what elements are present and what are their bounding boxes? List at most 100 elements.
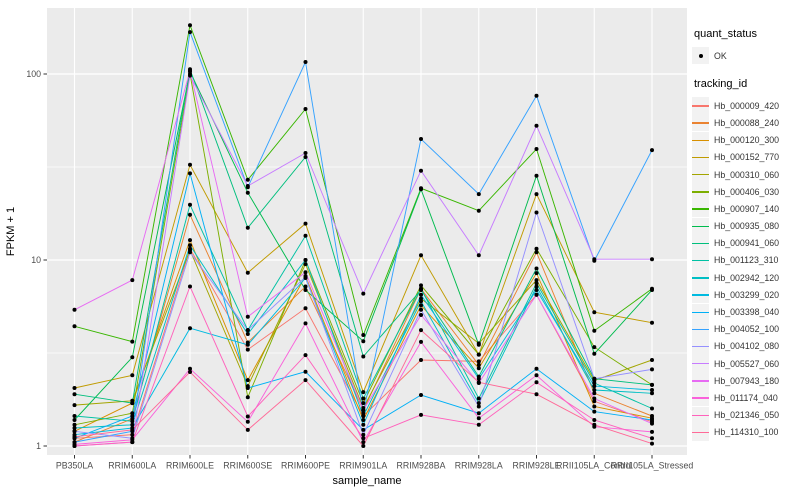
legend-key-line-icon	[692, 311, 709, 313]
data-point	[188, 30, 192, 35]
data-point	[361, 390, 366, 395]
legend-item-Hb_021346_050: Hb_021346_050	[692, 406, 798, 424]
legend-key-swatch	[692, 148, 709, 166]
data-point	[476, 404, 481, 409]
legend-key-line-icon	[692, 156, 709, 159]
legend-label: Hb_004052_100	[714, 324, 780, 335]
data-point	[72, 422, 77, 427]
data-point	[303, 60, 308, 64]
data-point	[476, 422, 481, 427]
legend-key-line-icon	[692, 208, 709, 210]
legend-item-Hb_004052_100: Hb_004052_100	[692, 320, 798, 338]
data-point	[188, 243, 192, 248]
data-point	[303, 369, 308, 374]
data-point	[592, 351, 597, 356]
data-point	[245, 190, 250, 195]
legend-label: Hb_021346_050	[714, 410, 780, 421]
data-point	[534, 192, 539, 197]
data-point	[245, 395, 250, 400]
data-point	[419, 137, 423, 141]
data-point	[361, 440, 366, 445]
data-point	[419, 299, 423, 304]
data-point	[130, 419, 135, 424]
y-tick-label: 1	[36, 441, 41, 451]
legend-key-line-icon	[692, 414, 709, 417]
series-points-Hb_004102_080	[72, 210, 654, 441]
data-point	[361, 333, 366, 337]
data-point	[245, 386, 250, 390]
data-point	[130, 422, 135, 427]
data-point	[476, 192, 481, 197]
legend-label: Hb_000907_140	[714, 203, 780, 214]
legend-key-line-icon	[692, 139, 709, 142]
data-point	[245, 419, 250, 424]
data-point	[592, 404, 597, 409]
data-point	[534, 288, 539, 292]
data-point	[534, 246, 539, 251]
data-point	[188, 250, 192, 255]
data-point	[361, 432, 366, 437]
data-point	[361, 422, 366, 427]
legend-key-swatch	[692, 269, 709, 287]
legend-key-swatch	[692, 303, 709, 321]
data-point	[245, 177, 250, 182]
legend-item-Hb_004102_080: Hb_004102_080	[692, 337, 798, 355]
legend-item-Hb_005527_060: Hb_005527_060	[692, 355, 798, 373]
x-tick-label: RRIM928LA	[455, 461, 503, 471]
legend-key-swatch	[692, 234, 709, 252]
data-point	[650, 441, 654, 446]
legend-label: Hb_000120_300	[714, 135, 780, 146]
data-point	[476, 401, 481, 406]
data-point	[419, 307, 423, 312]
data-point	[592, 345, 597, 350]
data-point	[188, 212, 192, 217]
legend-tracking-items: Hb_000009_420 Hb_000088_240 Hb_000120_300 H…	[692, 97, 798, 441]
data-point	[130, 427, 135, 432]
data-point	[245, 332, 250, 336]
x-axis-title: sample_name	[332, 475, 401, 487]
legend-label: Hb_000088_240	[714, 117, 780, 128]
data-point	[650, 418, 654, 422]
legend-key-line-icon	[692, 294, 709, 296]
series-points-Hb_021346_050	[72, 284, 654, 448]
data-point	[476, 253, 481, 258]
data-point	[650, 320, 654, 325]
data-point	[534, 266, 539, 271]
legend-label: Hb_011174_040	[714, 392, 778, 403]
data-point	[592, 388, 597, 392]
data-point	[419, 168, 423, 173]
data-point	[188, 326, 192, 331]
data-point	[534, 292, 539, 297]
legend-label: Hb_002942_120	[714, 272, 780, 283]
x-tick-label: RRIM600LE	[166, 461, 214, 471]
data-point	[592, 384, 597, 389]
data-point	[303, 155, 308, 159]
data-point	[188, 284, 192, 289]
data-point	[534, 373, 539, 378]
data-point	[650, 148, 654, 153]
legend-key-line-icon	[692, 105, 709, 107]
data-point	[72, 307, 77, 312]
legend-key-swatch	[692, 423, 709, 441]
legend: quant_status OK tracking_id Hb_000009_42…	[692, 28, 798, 441]
data-point	[188, 366, 192, 371]
legend-key-line-icon	[692, 122, 709, 124]
data-point	[419, 292, 423, 297]
data-point	[303, 270, 308, 275]
legend-key-swatch	[692, 355, 709, 373]
legend-item-Hb_000088_240: Hb_000088_240	[692, 114, 798, 132]
data-point	[72, 324, 77, 329]
data-point	[245, 314, 250, 319]
legend-key-swatch	[692, 372, 709, 390]
data-point	[592, 418, 597, 422]
data-point	[476, 342, 481, 347]
x-tick-label: RRIM600LA	[108, 461, 156, 471]
data-point	[476, 208, 481, 213]
legend-key-line-icon	[692, 380, 709, 382]
data-point	[245, 270, 250, 275]
data-point	[245, 427, 250, 432]
legend-item-Hb_003398_040: Hb_003398_040	[692, 303, 798, 321]
legend-label: Hb_003299_020	[714, 289, 780, 300]
data-point	[534, 147, 539, 151]
legend-item-Hb_003299_020: Hb_003299_020	[692, 286, 798, 304]
